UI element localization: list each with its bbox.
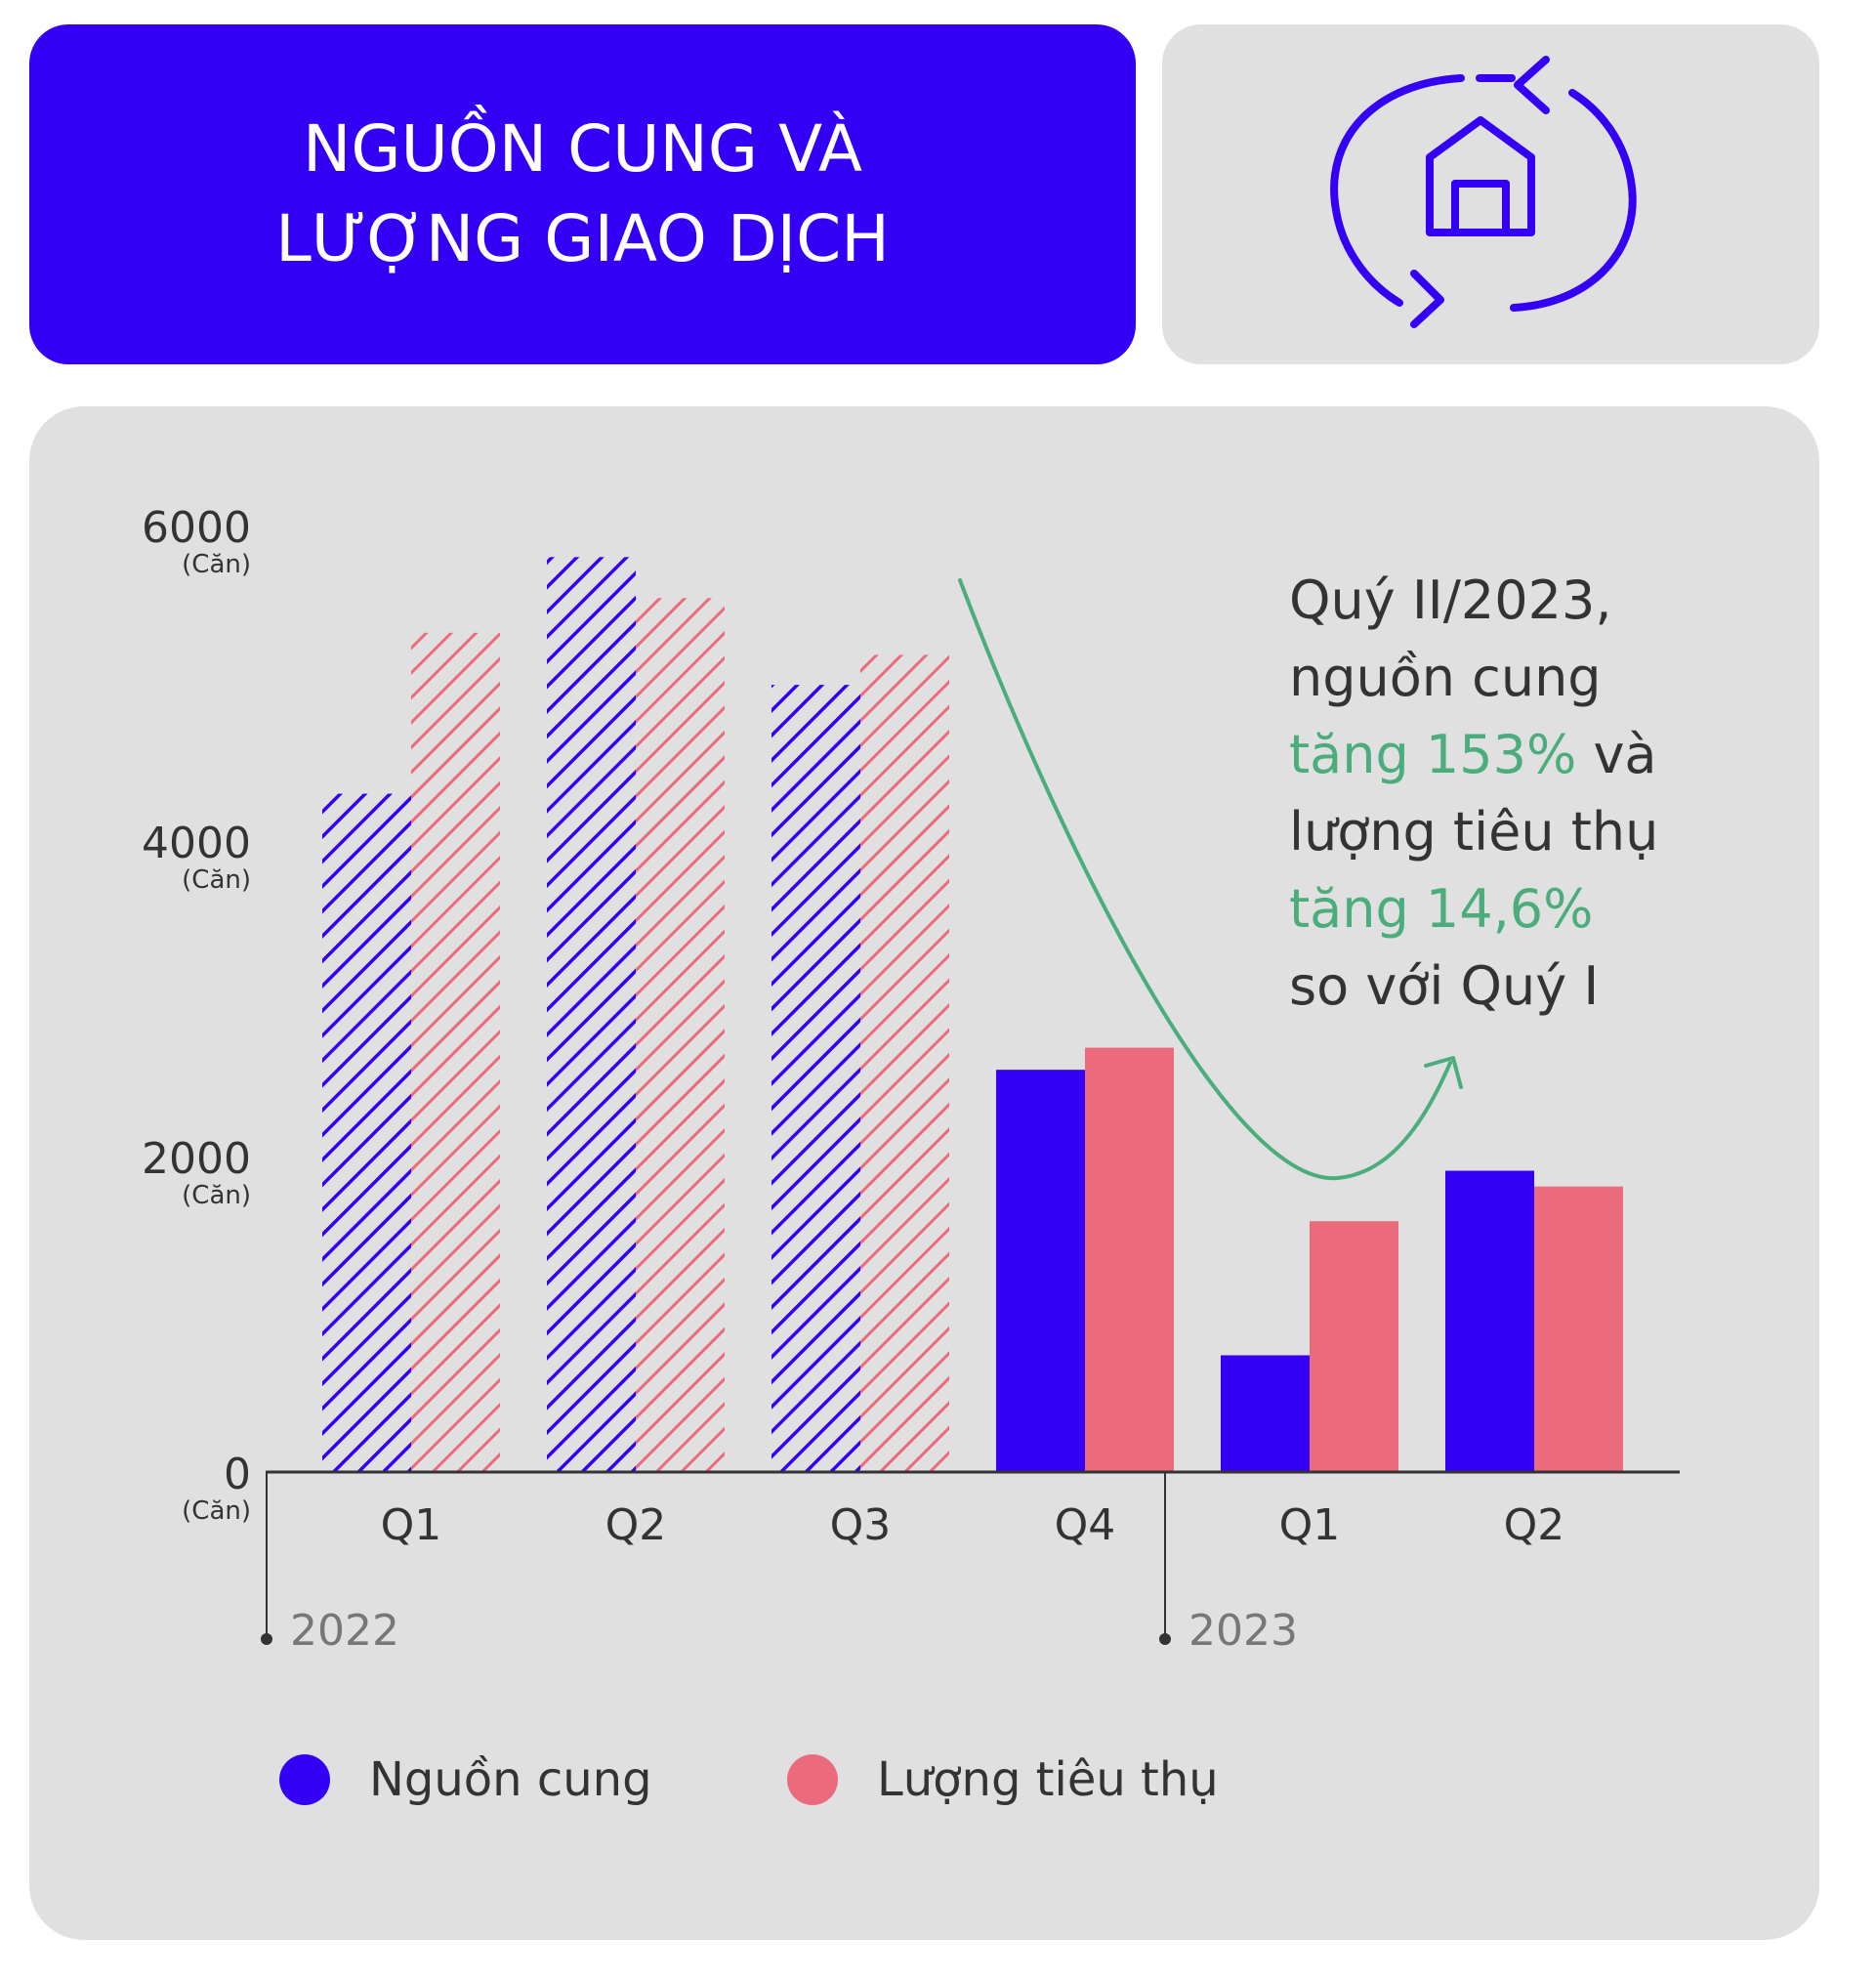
y-tick-unit: (Căn) <box>182 1181 251 1210</box>
y-tick-label: 0 <box>224 1450 251 1499</box>
y-tick-unit: (Căn) <box>182 550 251 579</box>
annotation-line-2: nguồn cung <box>1289 647 1602 708</box>
annotation: Quý II/2023, nguồn cung tăng 153% và lượ… <box>1289 562 1797 1025</box>
x-tick-label: Q1 <box>1279 1500 1341 1550</box>
annotation-line-3: tăng 153% và <box>1289 716 1797 793</box>
bars-group <box>322 557 1623 1472</box>
legend-item-consumption: Lượng tiêu thụ <box>787 1752 1219 1807</box>
x-tick-label: Q2 <box>1504 1500 1565 1550</box>
annotation-line-4: lượng tiêu thụ <box>1289 801 1659 863</box>
y-tick-label: 4000 <box>142 819 251 868</box>
y-tick-unit: (Căn) <box>182 865 251 895</box>
bar-supply-2 <box>771 685 860 1472</box>
year-marker-dot <box>1159 1633 1171 1645</box>
y-tick-label: 6000 <box>142 503 251 553</box>
x-tick-label: Q4 <box>1055 1500 1116 1550</box>
chart-card: Q1 Q2 Q3 Q4 Q1 Q2 0 (Căn) 2000 (Căn) 4000 (Căn) 6000… <box>29 406 1819 1940</box>
bar-consumption-4 <box>1310 1221 1398 1472</box>
y-tick-unit: (Căn) <box>182 1496 251 1526</box>
bar-chart: Q1 Q2 Q3 Q4 Q1 Q20(Căn)2000(Căn)4000(Căn)6000… <box>142 503 1680 1656</box>
bar-consumption-0 <box>411 632 500 1472</box>
year-label: 2022 <box>290 1606 399 1656</box>
y-tick-label: 2000 <box>142 1134 251 1184</box>
annotation-line-6: so với Quý I <box>1289 955 1600 1017</box>
trend-arrow-head <box>1424 1056 1463 1089</box>
year-marker-dot <box>261 1633 272 1645</box>
bar-consumption-3 <box>1085 1047 1174 1472</box>
axes-group: Q1 Q2 Q3 Q4 Q1 Q20(Căn)2000(Căn)4000(Căn)6000… <box>142 503 1680 1656</box>
annotation-line-1: Quý II/2023, <box>1289 569 1612 631</box>
bar-supply-4 <box>1221 1355 1310 1472</box>
bar-supply-3 <box>996 1070 1085 1472</box>
year-label: 2023 <box>1188 1606 1298 1656</box>
annotation-line-3-rest: và <box>1576 724 1657 785</box>
annotation-highlight-consumption: tăng 14,6% <box>1289 878 1594 940</box>
legend-dot-consumption <box>787 1754 838 1805</box>
bar-consumption-1 <box>636 598 725 1472</box>
trend-arrow <box>958 578 1452 1181</box>
x-tick-label: Q1 <box>381 1500 442 1550</box>
title-line-2: LƯỢNG GIAO DỊCH <box>275 201 890 276</box>
legend-item-supply: Nguồn cung <box>279 1752 652 1807</box>
bar-supply-5 <box>1445 1170 1534 1472</box>
icon-card <box>1162 24 1819 364</box>
x-tick-label: Q3 <box>830 1500 892 1550</box>
bar-consumption-2 <box>860 654 949 1472</box>
bar-supply-0 <box>322 793 411 1472</box>
house-refresh-icon <box>1330 56 1637 328</box>
legend-dot-supply <box>279 1754 330 1805</box>
x-tick-label: Q2 <box>605 1500 667 1550</box>
title-card: NGUỒN CUNG VÀ LƯỢNG GIAO DỊCH <box>29 24 1136 364</box>
bar-consumption-5 <box>1534 1186 1623 1472</box>
bar-supply-1 <box>547 557 636 1472</box>
legend-label-supply: Nguồn cung <box>369 1752 652 1807</box>
annotation-highlight-supply: tăng 153% <box>1289 724 1577 785</box>
title-line-1: NGUỒN CUNG VÀ <box>302 111 863 187</box>
legend-label-consumption: Lượng tiêu thụ <box>877 1752 1219 1807</box>
